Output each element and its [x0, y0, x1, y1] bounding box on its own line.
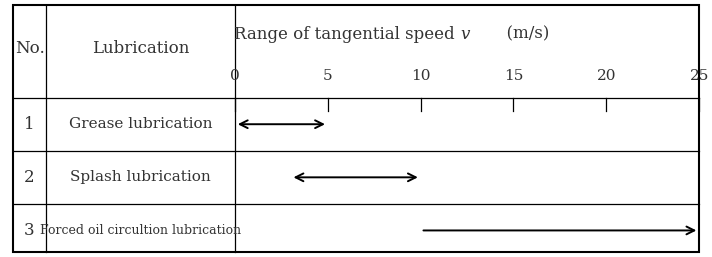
Text: 5: 5	[323, 69, 333, 83]
Text: Grease lubrication: Grease lubrication	[69, 117, 212, 131]
Text: (m/s): (m/s)	[496, 26, 549, 43]
Text: Lubrication: Lubrication	[92, 40, 189, 57]
Text: v: v	[461, 26, 470, 43]
Text: 3: 3	[24, 222, 35, 239]
Text: No.: No.	[15, 40, 44, 57]
Text: 20: 20	[597, 69, 616, 83]
Text: 2: 2	[24, 169, 35, 186]
Text: 25: 25	[689, 69, 709, 83]
Text: Splash lubrication: Splash lubrication	[70, 170, 211, 184]
Text: Forced oil circultion lubrication: Forced oil circultion lubrication	[40, 224, 241, 237]
Text: Range of tangential speed: Range of tangential speed	[234, 26, 460, 43]
Text: 0: 0	[230, 69, 240, 83]
Text: 15: 15	[504, 69, 523, 83]
Text: 1: 1	[24, 116, 35, 133]
Text: 10: 10	[411, 69, 430, 83]
